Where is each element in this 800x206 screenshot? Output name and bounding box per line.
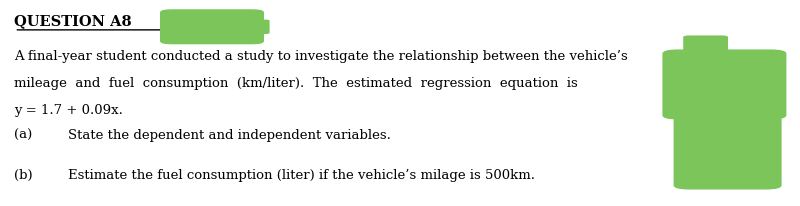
FancyBboxPatch shape [160,9,264,44]
FancyBboxPatch shape [674,95,782,190]
Text: State the dependent and independent variables.: State the dependent and independent vari… [68,129,391,142]
Text: Estimate the fuel consumption (liter) if the vehicle’s milage is 500km.: Estimate the fuel consumption (liter) if… [68,169,535,182]
FancyBboxPatch shape [683,35,728,63]
Text: A final-year student conducted a study to investigate the relationship between t: A final-year student conducted a study t… [14,50,628,63]
Text: mileage  and  fuel  consumption  (km/liter).  The  estimated  regression  equati: mileage and fuel consumption (km/liter).… [14,77,578,90]
Text: QUESTION A8: QUESTION A8 [14,14,132,28]
FancyBboxPatch shape [244,20,270,34]
Text: y = 1.7 + 0.09x.: y = 1.7 + 0.09x. [14,104,123,117]
Text: (a): (a) [14,129,33,142]
FancyBboxPatch shape [662,49,786,119]
Text: (b): (b) [14,169,33,182]
